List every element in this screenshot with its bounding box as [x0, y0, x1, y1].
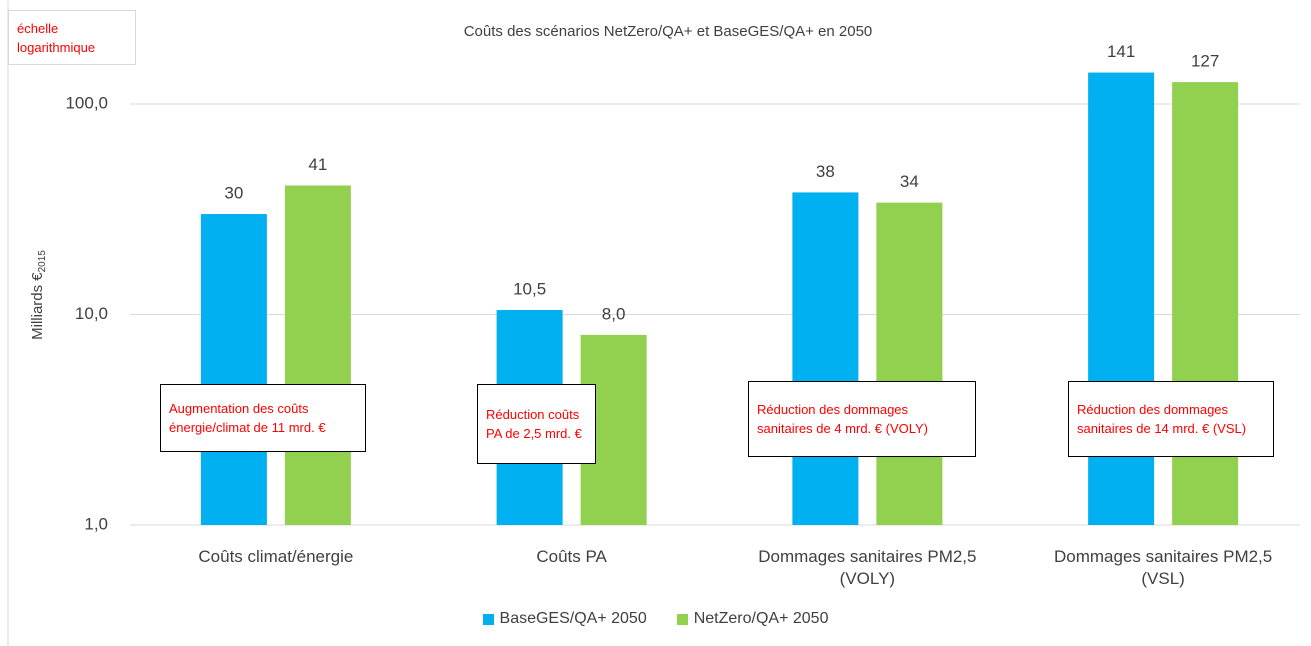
- data-label: 38: [816, 162, 835, 181]
- legend-label: BaseGES/QA+ 2050: [499, 610, 647, 627]
- y-axis-label: Milliards €2015: [29, 250, 48, 340]
- legend-swatch: [482, 613, 494, 625]
- bar: [200, 214, 267, 525]
- data-label: 30: [224, 184, 243, 203]
- bar: [876, 202, 943, 525]
- annotation: Augmentation des coûts énergie/climat de…: [160, 384, 366, 452]
- bar: [792, 192, 859, 525]
- legend-item: BaseGES/QA+ 2050: [482, 610, 647, 628]
- data-label: 141: [1107, 42, 1135, 61]
- bar: [284, 185, 351, 526]
- annotation: Réduction des dommages sanitaires de 14 …: [1068, 381, 1274, 457]
- y-label-sub: 2015: [37, 250, 48, 273]
- annotation: Réduction des dommages sanitaires de 4 m…: [748, 381, 976, 457]
- y-tick-label: 100,0: [65, 93, 108, 112]
- data-label: 8,0: [602, 304, 626, 323]
- x-tick-label: Dommages sanitaires PM2,5 (VOLY): [758, 547, 977, 588]
- legend-item: NetZero/QA+ 2050: [676, 610, 829, 628]
- chart-title: Coûts des scénarios NetZero/QA+ et BaseG…: [464, 23, 873, 40]
- y-tick-label: 10,0: [75, 304, 108, 323]
- data-label: 34: [900, 172, 919, 191]
- legend: BaseGES/QA+ 2050 NetZero/QA+ 2050: [0, 610, 1311, 628]
- x-tick-label: Dommages sanitaires PM2,5 (VSL): [1053, 547, 1273, 588]
- annotation: Réduction coûts PA de 2,5 mrd. €: [477, 384, 596, 464]
- bar: [1172, 82, 1239, 526]
- x-tick-label: Coûts climat/énergie: [198, 547, 354, 566]
- bar: [1088, 72, 1155, 525]
- data-label: 41: [308, 155, 327, 174]
- legend-swatch: [676, 613, 688, 625]
- x-tick-label: Coûts PA: [536, 547, 607, 566]
- data-label: 127: [1191, 52, 1219, 71]
- annotation: échelle logarithmique: [8, 10, 136, 65]
- legend-label: NetZero/QA+ 2050: [693, 610, 829, 627]
- data-label: 10,5: [513, 280, 546, 299]
- y-tick-label: 1,0: [84, 514, 108, 533]
- y-label-text: Milliards €: [29, 272, 46, 340]
